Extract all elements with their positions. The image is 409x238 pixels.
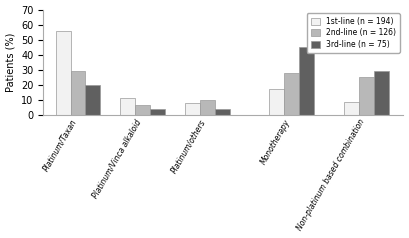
Bar [269, 89, 284, 115]
Bar [150, 109, 165, 115]
Bar [135, 104, 150, 115]
Bar [185, 103, 200, 115]
Bar [56, 31, 70, 115]
Bar [299, 47, 314, 115]
Bar [85, 85, 100, 115]
Bar [70, 71, 85, 115]
Bar [359, 77, 374, 115]
Y-axis label: Patients (%): Patients (%) [6, 33, 16, 92]
Bar [374, 71, 389, 115]
Bar [215, 109, 229, 115]
Legend: 1st-line (n = 194), 2nd-line (n = 126), 3rd-line (n = 75): 1st-line (n = 194), 2nd-line (n = 126), … [307, 13, 400, 53]
Bar [120, 99, 135, 115]
Bar [284, 73, 299, 115]
Bar [344, 101, 359, 115]
Bar [200, 100, 215, 115]
